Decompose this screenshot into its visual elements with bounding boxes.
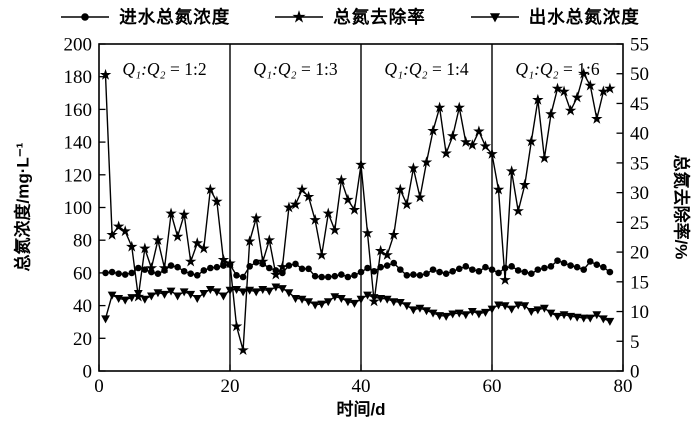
right-tick-label: 45 xyxy=(630,94,649,115)
left-tick-label: 0 xyxy=(83,362,93,383)
right-tick-label: 30 xyxy=(630,183,649,204)
series-line-tn-removal-rate xyxy=(104,71,611,351)
legend-item-removal-rate: 总氮去除率 xyxy=(274,4,426,29)
legend-label: 出水总氮浓度 xyxy=(528,7,640,27)
right-tick-label: 50 xyxy=(630,64,649,85)
right-tick-label: 55 xyxy=(630,35,649,56)
x-tick-label: 20 xyxy=(221,376,240,397)
right-tick-label: 0 xyxy=(630,362,640,383)
right-tick-label: 35 xyxy=(630,153,649,174)
section-dividers xyxy=(229,44,493,371)
right-tick-label: 20 xyxy=(630,243,649,264)
right-y-axis-title: 总氮去除率/% xyxy=(671,154,691,260)
series-influent-tn-concentration xyxy=(102,257,614,281)
right-tick-label: 40 xyxy=(630,124,649,145)
series-line-effluent-tn-concentration xyxy=(104,286,611,322)
star-marker-icon xyxy=(275,9,324,23)
left-tick-label: 120 xyxy=(64,165,93,186)
left-tick-label: 200 xyxy=(64,35,93,56)
left-tick-label: 180 xyxy=(64,67,93,88)
right-tick-label: 5 xyxy=(630,332,640,353)
left-tick-label: 140 xyxy=(64,133,93,154)
x-tick-label: 0 xyxy=(94,376,104,397)
legend-label: 总氮去除率 xyxy=(333,7,426,27)
section-ratio-annotation: Q₁:Q₂ = 1:6 xyxy=(515,59,600,79)
right-y-axis: 0 5 10 15 20 25 30 35 40 45 50 55 xyxy=(616,35,649,383)
x-axis: 0 20 40 60 80 xyxy=(94,364,633,397)
section-annotations: Q₁:Q₂ = 1:2 Q₁:Q₂ = 1:3 Q₁:Q₂ = 1:4 Q₁:Q₂ =… xyxy=(122,59,600,79)
left-tick-label: 40 xyxy=(73,296,92,317)
right-tick-label: 15 xyxy=(630,272,649,293)
legend-label: 进水总氮浓度 xyxy=(119,7,231,27)
x-axis-title: 时间/d xyxy=(336,400,386,419)
legend: 进水总氮浓度 总氮去除率 出水总氮浓度 xyxy=(0,4,700,29)
triangle-marker-icon xyxy=(470,12,519,22)
x-tick-label: 60 xyxy=(483,376,502,397)
right-tick-label: 10 xyxy=(630,302,649,323)
x-tick-label: 80 xyxy=(614,376,633,397)
section-ratio-annotation: Q₁:Q₂ = 1:2 xyxy=(122,59,206,79)
series-effluent-tn-concentration xyxy=(101,283,615,326)
left-tick-label: 60 xyxy=(73,263,92,284)
left-y-axis-title: 总氮浓度/mg·L⁻¹ xyxy=(13,142,33,272)
section-ratio-annotation: Q₁:Q₂ = 1:4 xyxy=(384,59,469,79)
series-tn-removal-rate xyxy=(99,67,616,356)
left-tick-label: 80 xyxy=(73,231,92,252)
legend-item-influent-tn: 进水总氮浓度 xyxy=(60,4,230,29)
legend-item-effluent-tn: 出水总氮浓度 xyxy=(470,4,640,29)
left-tick-label: 100 xyxy=(64,198,93,219)
circle-marker-icon xyxy=(61,12,110,21)
left-tick-label: 160 xyxy=(64,100,93,121)
left-tick-label: 20 xyxy=(73,329,92,350)
right-tick-label: 25 xyxy=(630,213,649,234)
x-tick-label: 40 xyxy=(352,376,371,397)
section-ratio-annotation: Q₁:Q₂ = 1:3 xyxy=(253,59,338,79)
